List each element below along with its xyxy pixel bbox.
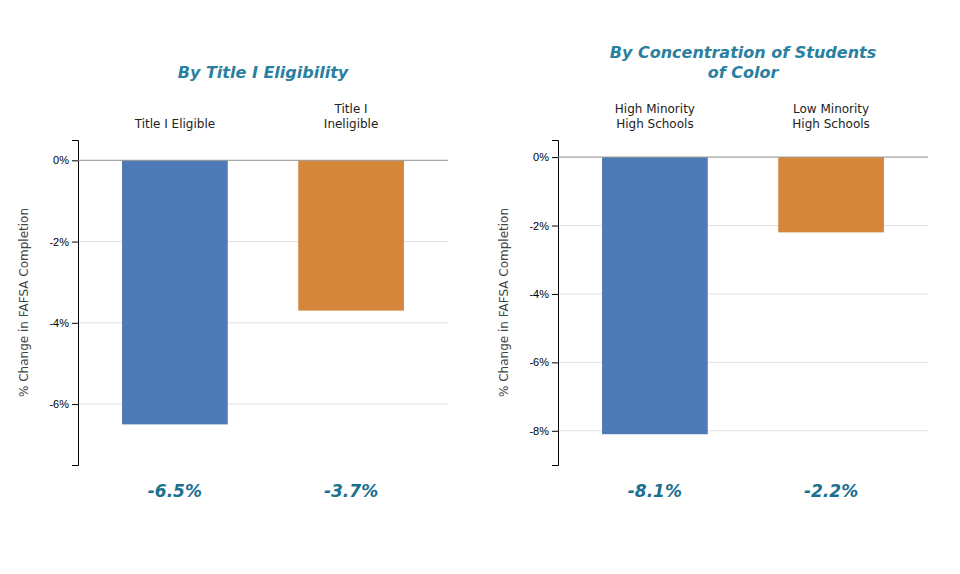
y-tick-label: -2% <box>529 220 549 232</box>
data-label: -6.5% <box>148 481 202 501</box>
y-tick-mark <box>72 323 78 324</box>
y-tick-label: -8% <box>529 425 549 437</box>
y-tick: -4% <box>49 317 78 329</box>
y-tick: -6% <box>49 398 78 410</box>
y-axis-title: % Change in FAFSA Completion <box>497 208 511 397</box>
panel: 0% -2% -4% -6% -8% % Change in FAFSA Completi… <box>497 43 928 501</box>
category-label: Title IIneligible <box>324 102 378 131</box>
y-tick-mark <box>552 294 558 295</box>
y-axis-line <box>552 141 559 466</box>
y-tick-label: -4% <box>529 288 549 300</box>
y-axis-line <box>72 141 79 466</box>
bar <box>602 157 708 434</box>
category-label: High MinorityHigh Schools <box>615 102 695 131</box>
panel: 0% -2% -4% -6% % Change in FAFSA Completion T… <box>17 63 448 501</box>
y-tick-mark <box>552 431 558 432</box>
y-axis: 0% -2% -4% -6% <box>49 141 78 466</box>
y-tick-label: -4% <box>49 317 69 329</box>
y-tick: -8% <box>529 425 558 437</box>
y-tick-label: -6% <box>529 356 549 368</box>
category-label: Title I Eligible <box>134 117 215 131</box>
y-tick: 0% <box>533 151 558 163</box>
y-tick-mark <box>552 226 558 227</box>
category-label: Low MinorityHigh Schools <box>792 102 869 131</box>
y-tick-label: -6% <box>49 398 69 410</box>
chart-title: By Concentration of Studentsof Color <box>610 43 876 82</box>
chart-title: By Title I Eligibility <box>178 63 349 82</box>
y-tick-label: 0% <box>53 154 69 166</box>
y-tick-label: 0% <box>533 151 549 163</box>
y-tick-mark <box>72 404 78 405</box>
data-label: -2.2% <box>804 481 858 501</box>
y-tick: -2% <box>49 236 78 248</box>
baseline <box>558 157 928 158</box>
chart-canvas: 0% -2% -4% -6% % Change in FAFSA Completion T… <box>0 0 960 574</box>
data-label: -8.1% <box>628 481 682 501</box>
grid-line <box>78 160 448 161</box>
y-tick: 0% <box>53 154 78 166</box>
y-tick: -6% <box>529 356 558 368</box>
y-tick-label: -2% <box>49 236 69 248</box>
bar <box>778 157 884 232</box>
bars <box>122 160 404 424</box>
data-label: -3.7% <box>324 481 378 501</box>
y-tick-mark <box>552 157 558 158</box>
y-tick-mark <box>72 242 78 243</box>
bars <box>602 157 884 434</box>
y-tick-mark <box>552 362 558 363</box>
y-tick-mark <box>72 160 78 161</box>
y-axis: 0% -2% -4% -6% -8% <box>529 141 558 466</box>
bar <box>298 160 404 310</box>
y-tick: -2% <box>529 220 558 232</box>
y-tick: -4% <box>529 288 558 300</box>
bar <box>122 160 228 424</box>
baseline <box>78 160 448 161</box>
y-axis-title: % Change in FAFSA Completion <box>17 208 31 397</box>
grid-line <box>558 157 928 158</box>
